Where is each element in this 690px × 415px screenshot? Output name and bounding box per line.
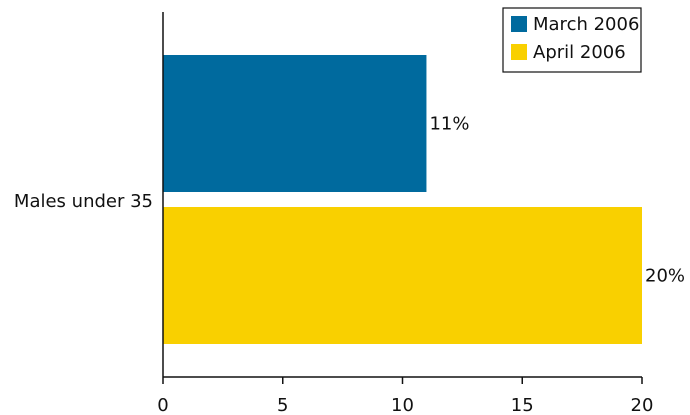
legend-box bbox=[502, 7, 642, 73]
x-tick-label: 5 bbox=[277, 395, 288, 415]
bar-march-2006 bbox=[163, 55, 427, 192]
category-label: Males under 35 bbox=[14, 191, 153, 212]
x-ticks-group: 0 5 10 15 20 bbox=[157, 377, 653, 415]
data-label: 11% bbox=[429, 114, 469, 135]
x-tick-label: 10 bbox=[391, 395, 414, 415]
bars-group bbox=[163, 55, 642, 344]
data-labels-group: 11% 20% bbox=[429, 114, 685, 287]
legend-label: March 2006 bbox=[533, 14, 639, 35]
x-tick-label: 0 bbox=[157, 395, 168, 415]
data-label: 20% bbox=[645, 266, 685, 287]
x-tick-label: 20 bbox=[631, 395, 654, 415]
x-tick-label: 15 bbox=[511, 395, 534, 415]
legend-swatch bbox=[511, 44, 527, 60]
legend-label: April 2006 bbox=[533, 42, 626, 63]
category-labels-group: Males under 35 bbox=[14, 191, 153, 212]
legend-swatch bbox=[511, 16, 527, 32]
legend: March 2006 April 2006 bbox=[502, 7, 642, 73]
bar-april-2006 bbox=[163, 207, 642, 344]
